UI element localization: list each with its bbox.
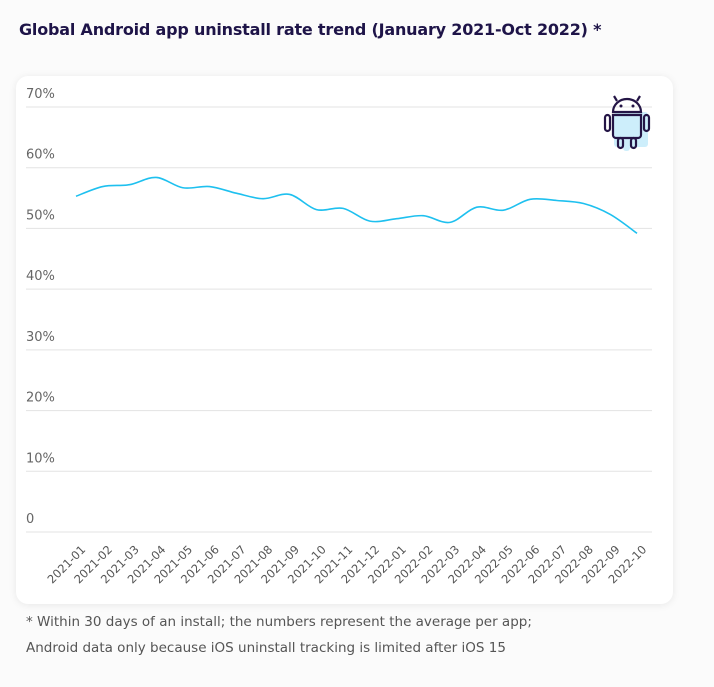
y-tick-label: 0 [26, 512, 34, 527]
chart-card [16, 76, 673, 604]
chart-title: Global Android app uninstall rate trend … [19, 20, 602, 39]
y-tick-label: 40% [26, 269, 55, 284]
y-tick-label: 20% [26, 391, 55, 406]
footnote-line-1: * Within 30 days of an install; the numb… [26, 614, 532, 630]
y-tick-label: 70% [26, 87, 55, 102]
y-tick-label: 10% [26, 451, 55, 466]
footnote-line-2: Android data only because iOS uninstall … [26, 640, 506, 656]
y-tick-label: 50% [26, 208, 55, 223]
y-tick-label: 30% [26, 330, 55, 345]
series-line [75, 176, 638, 234]
android-robot-icon [603, 95, 651, 151]
y-tick-label: 60% [26, 148, 55, 163]
